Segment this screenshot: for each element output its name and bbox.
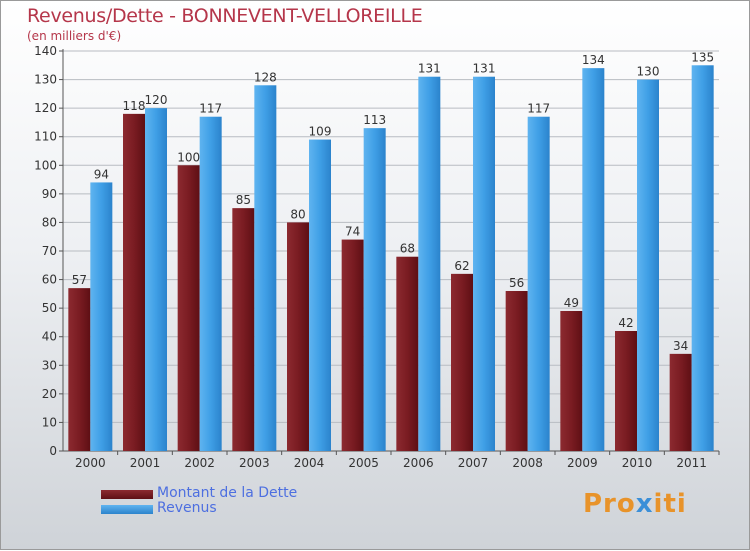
bar-debt bbox=[451, 273, 473, 451]
bar-revenue bbox=[254, 85, 277, 452]
x-tick-label: 2011 bbox=[676, 456, 707, 470]
bar-debt bbox=[123, 113, 145, 451]
data-labels: 57 94 118 120 100 117 85 128 80 109 74 113 68 131 62 13… bbox=[72, 50, 714, 353]
data-label-debt: 100 bbox=[177, 150, 200, 164]
x-tick-label: 2006 bbox=[403, 456, 434, 470]
data-label-debt: 42 bbox=[618, 316, 633, 330]
data-label-revenue: 131 bbox=[473, 62, 496, 76]
proxiti-logo: Proxiti bbox=[583, 489, 687, 519]
data-label-debt: 85 bbox=[236, 193, 251, 207]
bar-revenue bbox=[691, 65, 714, 452]
data-label-debt: 80 bbox=[290, 207, 305, 221]
data-label-debt: 74 bbox=[345, 225, 360, 239]
data-label-revenue: 135 bbox=[691, 50, 714, 64]
y-tick-label: 130 bbox=[34, 73, 57, 87]
x-tick-label: 2003 bbox=[239, 456, 270, 470]
y-tick-label: 120 bbox=[34, 101, 57, 115]
bar-debt bbox=[287, 222, 309, 451]
x-tick-label: 2002 bbox=[184, 456, 215, 470]
bar-debt bbox=[177, 165, 200, 452]
data-label-revenue: 131 bbox=[418, 62, 441, 76]
chart-title: Revenus/Dette - BONNEVENT-VELLOREILLE bbox=[27, 5, 423, 27]
y-tick-label: 0 bbox=[49, 444, 57, 458]
x-tick-label: 2008 bbox=[512, 456, 543, 470]
y-tick-label: 140 bbox=[34, 44, 57, 58]
data-label-debt: 118 bbox=[123, 99, 146, 113]
bar-revenue bbox=[473, 76, 495, 451]
y-tick-label: 90 bbox=[42, 187, 57, 201]
data-label-revenue: 128 bbox=[254, 70, 277, 84]
bar-revenue bbox=[637, 79, 659, 452]
y-tick-label: 20 bbox=[42, 387, 57, 401]
bar-revenue bbox=[582, 68, 605, 452]
bars bbox=[68, 65, 714, 452]
x-tick-label: 2001 bbox=[130, 456, 161, 470]
data-label-revenue: 113 bbox=[363, 113, 386, 127]
data-label-revenue: 130 bbox=[637, 65, 660, 79]
y-tick-label: 80 bbox=[42, 215, 57, 229]
axes: 0 10 20 30 40 50 60 70 80 90 100 110 120 130 140 2000 20… bbox=[34, 44, 720, 470]
y-tick-label: 40 bbox=[42, 330, 57, 344]
x-tick-label: 2007 bbox=[458, 456, 489, 470]
data-label-debt: 57 bbox=[72, 273, 87, 287]
chart-subtitle: (en milliers d'€) bbox=[27, 29, 122, 43]
x-tick-label: 2009 bbox=[567, 456, 598, 470]
data-label-debt: 62 bbox=[454, 259, 469, 273]
data-label-revenue: 117 bbox=[199, 102, 222, 116]
bar-debt bbox=[68, 288, 91, 451]
data-label-revenue: 117 bbox=[527, 102, 550, 116]
bar-debt bbox=[505, 291, 528, 451]
grid-lines bbox=[63, 50, 719, 452]
data-label-debt: 34 bbox=[673, 339, 688, 353]
bar-debt bbox=[560, 311, 583, 451]
legend-swatch-debt bbox=[101, 490, 153, 499]
data-label-debt: 68 bbox=[400, 242, 415, 256]
bar-revenue bbox=[363, 128, 386, 451]
legend-label-revenue: Revenus bbox=[157, 500, 217, 516]
x-tick-label: 2000 bbox=[75, 456, 106, 470]
bar-debt bbox=[341, 239, 364, 451]
y-tick-label: 60 bbox=[42, 273, 57, 287]
bar-debt bbox=[396, 256, 419, 451]
bar-debt bbox=[615, 331, 637, 451]
y-tick-label: 100 bbox=[34, 158, 57, 172]
data-label-debt: 56 bbox=[509, 276, 524, 290]
data-label-debt: 49 bbox=[564, 296, 579, 310]
y-tick-label: 30 bbox=[42, 358, 57, 372]
data-label-revenue: 134 bbox=[582, 53, 605, 67]
x-tick-label: 2005 bbox=[348, 456, 379, 470]
y-tick-label: 50 bbox=[42, 301, 57, 315]
y-tick-label: 70 bbox=[42, 244, 57, 258]
data-label-revenue: 94 bbox=[94, 167, 109, 181]
x-tick-label: 2010 bbox=[622, 456, 653, 470]
y-tick-label: 10 bbox=[42, 415, 57, 429]
data-label-revenue: 109 bbox=[309, 125, 332, 139]
bar-revenue bbox=[145, 108, 167, 452]
bar-revenue bbox=[527, 116, 550, 451]
data-label-revenue: 120 bbox=[145, 93, 168, 107]
bar-revenue bbox=[199, 116, 222, 451]
bar-revenue bbox=[90, 182, 113, 451]
legend-label-debt: Montant de la Dette bbox=[157, 485, 298, 501]
x-tick-label: 2004 bbox=[294, 456, 325, 470]
y-tick-label: 110 bbox=[34, 130, 57, 144]
bar-revenue bbox=[309, 139, 331, 452]
bar-debt bbox=[669, 353, 692, 451]
bar-debt bbox=[232, 208, 255, 451]
legend-swatch-revenue bbox=[101, 505, 153, 514]
bar-revenue bbox=[418, 76, 441, 451]
